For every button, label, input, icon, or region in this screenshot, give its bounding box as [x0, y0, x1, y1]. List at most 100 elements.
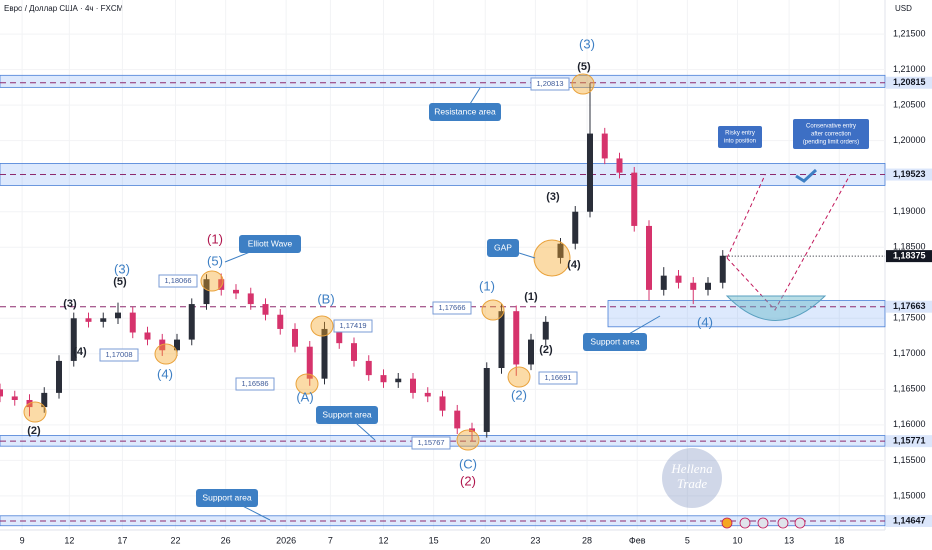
candle-body	[262, 304, 269, 315]
y-tick-label: 1,20500	[893, 100, 926, 110]
price-tag: 1,18066	[164, 276, 191, 285]
note-text: into position	[724, 139, 756, 145]
candle-body	[719, 255, 726, 283]
candle-body	[646, 225, 652, 290]
x-tick-label: 12	[64, 535, 74, 545]
wave-label: (B)	[317, 291, 334, 306]
candle-body	[11, 396, 18, 400]
callout-box	[239, 235, 301, 253]
wave-label: (2)	[511, 387, 527, 402]
price-tag: 1,20813	[536, 79, 563, 88]
candle-body	[513, 311, 520, 365]
callout-box	[316, 406, 378, 424]
y-tick-label: 1,17000	[893, 348, 926, 358]
price-tag: 1,17666	[438, 303, 465, 312]
zone	[607, 300, 886, 328]
price-tag: 1,15767	[417, 438, 444, 447]
callout-text: Resistance area	[434, 106, 496, 116]
callout-text: Support area	[590, 336, 639, 346]
highlight	[310, 315, 334, 337]
note-text: Conservative entry	[806, 124, 856, 130]
candle-body	[631, 172, 638, 226]
candle-body	[439, 396, 446, 411]
callout-box	[487, 239, 519, 257]
price-tag-box	[411, 436, 451, 450]
candle-body	[380, 375, 387, 383]
candle-body	[321, 328, 328, 379]
event-icon	[739, 517, 751, 529]
callout-text: Support area	[202, 492, 251, 502]
callout-text: Support area	[322, 409, 371, 419]
wave-label: (C)	[459, 456, 477, 471]
candle-body	[247, 293, 254, 305]
level-tag-bg	[886, 435, 932, 448]
checkmark	[795, 168, 818, 183]
y-tick-label: 1,20000	[893, 135, 926, 145]
y-tick-label: 1,19000	[893, 206, 926, 216]
callout-box	[196, 489, 258, 507]
candle-body	[218, 279, 225, 290]
wave-label: (1)	[479, 278, 495, 293]
price-tag-box	[158, 274, 198, 288]
candle-body	[277, 314, 284, 329]
candle-body	[690, 282, 697, 290]
currency: USD	[895, 4, 912, 13]
wave-label: (4)	[73, 346, 87, 358]
wave-label: (3)	[579, 36, 595, 51]
x-tick-label: Фев	[629, 535, 646, 545]
candle-body	[233, 289, 239, 294]
watermark-circle	[662, 448, 722, 508]
price-tag: 1,17008	[105, 350, 132, 359]
event-icon	[757, 517, 769, 529]
y-tick-label: 1,15500	[893, 455, 926, 465]
callout-text: Elliott Wave	[248, 238, 293, 248]
last-price-bg	[886, 250, 932, 263]
candle-body	[705, 282, 711, 290]
wave-label: (4)	[697, 314, 713, 329]
highlight	[456, 429, 480, 451]
event-icon	[777, 517, 789, 529]
price-tag-box	[99, 348, 139, 362]
level-tag: 1,14647	[893, 515, 926, 525]
x-tick-label: 22	[171, 535, 181, 545]
wave-label: (3)	[546, 191, 560, 203]
event-icon	[721, 517, 733, 529]
x-tick-label: 5	[685, 535, 690, 545]
candle-body	[144, 332, 151, 340]
candle-body	[0, 389, 3, 397]
highlight	[200, 270, 224, 292]
wave-label: (A)	[296, 389, 313, 404]
level-tag-bg	[886, 514, 932, 527]
candle-body	[483, 368, 490, 432]
candle-body	[203, 279, 210, 305]
y-tick-label: 1,15000	[893, 490, 926, 500]
level-tag-bg	[886, 76, 932, 89]
level-tag: 1,15771	[893, 435, 926, 445]
wave-label: (2)	[460, 473, 476, 488]
candle-body	[365, 360, 372, 376]
zone	[0, 74, 886, 88]
x-tick-label: 13	[784, 535, 794, 545]
callout-text: GAP	[494, 242, 512, 252]
callout-box	[583, 333, 647, 351]
level-tag-bg	[886, 168, 932, 181]
chart-title: Евро / Доллар США · 4ч · FXCM	[4, 4, 124, 13]
candle-body	[454, 410, 461, 429]
level-tag: 1,20815	[893, 77, 926, 87]
note-text: Risky entry	[725, 131, 755, 137]
candle-body	[675, 275, 682, 283]
wave-label: (3)	[114, 261, 130, 276]
candle-body	[395, 378, 402, 383]
x-tick-label: 26	[221, 535, 231, 545]
candle-body	[601, 133, 608, 159]
x-tick-label: 2026	[276, 535, 296, 545]
last-price-label: 1,18375	[893, 250, 926, 260]
candle-body	[56, 360, 62, 393]
price-tag-box	[432, 301, 472, 315]
x-tick-label: 15	[429, 535, 439, 545]
event-icon	[794, 517, 806, 529]
candle-body	[587, 133, 593, 212]
wave-label: (5)	[113, 276, 127, 288]
